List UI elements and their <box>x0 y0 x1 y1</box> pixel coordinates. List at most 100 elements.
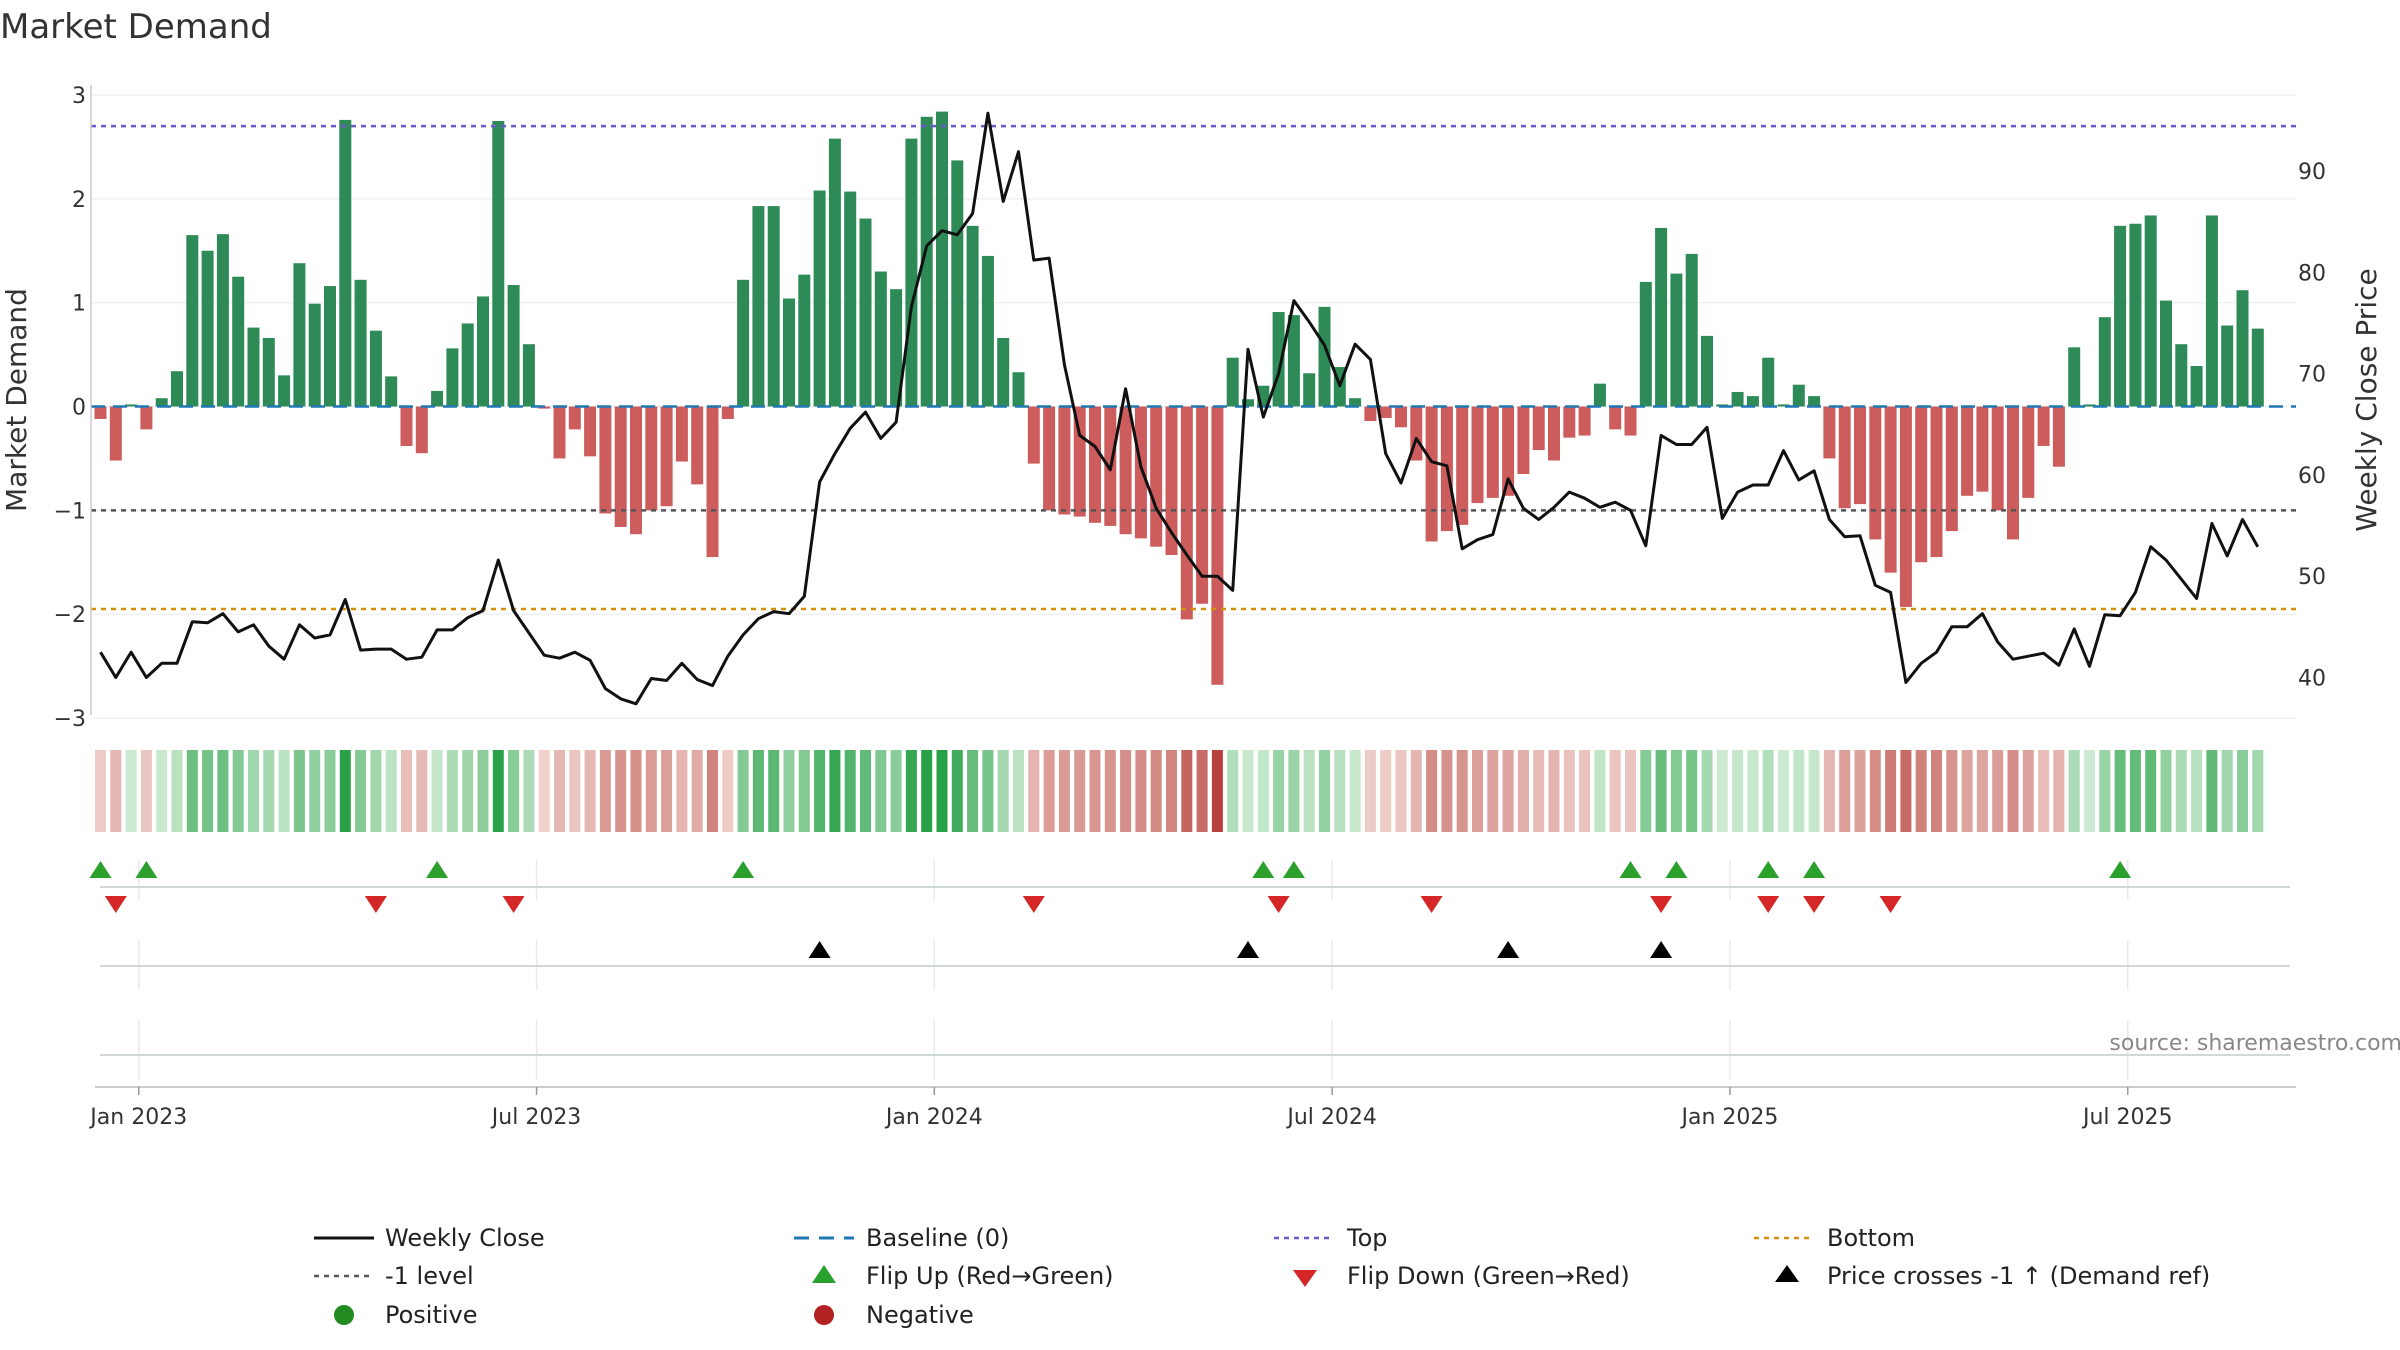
heat-cell <box>1640 750 1652 832</box>
heat-cell <box>2022 750 2034 832</box>
heat-cell <box>492 750 504 832</box>
heat-cell <box>125 750 137 832</box>
demand-bar <box>1395 406 1407 428</box>
heat-cell <box>1976 750 1988 832</box>
heat-cell <box>1594 750 1606 832</box>
demand-bar <box>415 406 428 454</box>
heat-cell <box>1441 750 1453 832</box>
flip-down-marker <box>364 896 387 913</box>
demand-bar <box>2037 406 2050 446</box>
heat-cell <box>1885 750 1897 832</box>
demand-bar <box>1425 406 1438 542</box>
demand-bar <box>1226 357 1239 407</box>
demand-bar <box>828 138 841 407</box>
flip-up-marker <box>1757 861 1780 878</box>
heat-cell <box>1961 750 1973 832</box>
heat-cell <box>2053 750 2065 832</box>
demand-bar <box>262 337 275 407</box>
demand-bar <box>507 285 520 407</box>
flip-up-marker <box>426 861 449 878</box>
demand-bar <box>1823 406 1836 459</box>
demand-bar <box>1838 406 1851 509</box>
demand-bar <box>94 406 107 419</box>
heat-cell <box>1364 750 1376 832</box>
demand-bar <box>813 190 826 407</box>
demand-bar <box>1180 406 1193 620</box>
heat-cell <box>2191 750 2203 832</box>
svg-text:Negative: Negative <box>866 1301 974 1329</box>
demand-bar <box>660 406 673 507</box>
svg-text:Baseline (0): Baseline (0) <box>866 1224 1009 1252</box>
demand-bar <box>1792 384 1805 407</box>
demand-bar <box>1119 406 1132 535</box>
demand-bar <box>2221 325 2234 407</box>
heat-cell <box>1548 750 1560 832</box>
heat-cell <box>385 750 397 832</box>
demand-bar <box>966 225 979 407</box>
demand-bar <box>1731 391 1744 407</box>
y2-tick-label: 80 <box>2298 261 2326 286</box>
heat-cell <box>1043 750 1055 832</box>
cross-marker <box>1650 941 1673 958</box>
demand-bar <box>2144 215 2157 407</box>
demand-bar <box>354 279 367 407</box>
demand-bar <box>431 390 444 407</box>
demand-bar <box>2129 223 2142 407</box>
demand-bar <box>1915 406 1928 563</box>
legend-item-top: Top <box>1274 1224 1388 1252</box>
flip-down-marker <box>1650 896 1673 913</box>
legend-item-weekly-close: Weekly Close <box>314 1224 545 1252</box>
demand-bar <box>706 406 719 558</box>
demand-bar <box>1593 383 1606 407</box>
y-tick-label: −2 <box>54 603 86 628</box>
demand-bar <box>630 406 642 535</box>
demand-bar <box>308 303 321 407</box>
heat-cell <box>1288 750 1300 832</box>
heat-cell <box>401 750 412 832</box>
heat-cell <box>1900 750 1912 832</box>
heat-cell <box>1931 750 1942 832</box>
heat-cell <box>2160 750 2172 832</box>
heat-cell <box>477 750 489 832</box>
heat-cell <box>1380 750 1392 832</box>
demand-bar <box>247 327 260 407</box>
demand-bar <box>905 138 918 407</box>
heat-cell <box>416 750 428 832</box>
heat-cell <box>278 750 290 832</box>
heat-cell <box>462 750 474 832</box>
heat-cell <box>783 750 795 832</box>
heat-cell <box>1028 750 1040 832</box>
heat-cell <box>1793 750 1805 832</box>
demand-bar <box>936 111 948 407</box>
weekly-close-line <box>99 111 2260 706</box>
heat-cell <box>1135 750 1147 832</box>
heat-cell <box>645 750 657 832</box>
flip-up-marker <box>2109 861 2132 878</box>
demand-bar <box>1012 372 1025 407</box>
heat-cell <box>707 750 718 832</box>
heat-cell <box>1227 750 1239 832</box>
y2-tick-label: 40 <box>2298 666 2326 691</box>
demand-bar <box>1027 406 1040 464</box>
cross-marker <box>1497 941 1520 958</box>
heat-cell <box>982 750 994 832</box>
flip-down-marker <box>1420 896 1443 913</box>
heat-cell <box>997 750 1009 832</box>
demand-bar <box>1578 406 1591 436</box>
heat-cell <box>936 750 948 832</box>
heat-cell <box>737 750 749 832</box>
svg-text:Top: Top <box>1346 1224 1388 1252</box>
demand-bar <box>2114 225 2127 407</box>
heat-cell <box>768 750 780 832</box>
flip-up-triangle-icon <box>812 1265 836 1283</box>
y-tick-label: 0 <box>72 396 86 421</box>
legend-item-minus1-level: -1 level <box>314 1262 474 1290</box>
y-tick-label: 1 <box>72 292 86 317</box>
demand-bar <box>1869 406 1882 540</box>
demand-bar <box>1043 406 1056 511</box>
legend: Weekly Close -1 level Positive Baseline … <box>314 1224 2210 1329</box>
demand-bar <box>1548 406 1560 461</box>
legend-item-cross: Price crosses -1 ↑ (Demand ref) <box>1775 1262 2210 1290</box>
y-tick-label: −1 <box>54 499 86 524</box>
flip-up-marker <box>1282 861 1305 878</box>
